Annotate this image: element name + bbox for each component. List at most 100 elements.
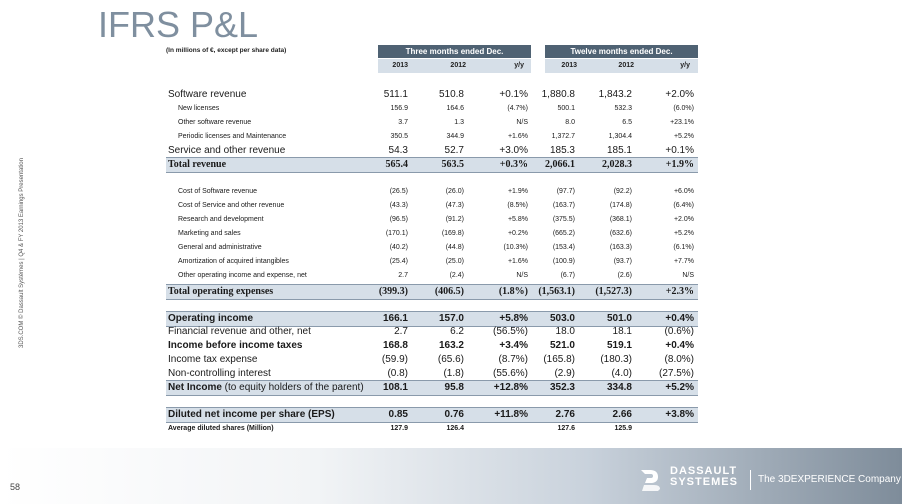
row-value: (97.7) [556, 188, 575, 195]
table-row: General and administrative (40.2) (44.8) (1… [166, 241, 698, 254]
logo-separator [750, 470, 751, 490]
table-row: Research and development (96.5) (91.2) +5.8… [166, 213, 698, 226]
row-label-text: Other software revenue [178, 119, 252, 126]
row-label-text: Total operating expenses [168, 286, 274, 297]
row-label: Total operating expenses [168, 285, 273, 299]
row-value: (174.8) [609, 202, 632, 209]
row-value: (665.2) [552, 230, 575, 237]
row-value: 352.3 [549, 382, 575, 393]
row-value: 2,028.3 [602, 159, 632, 170]
row-value: 166.1 [382, 313, 408, 324]
row-value: (399.3) [378, 286, 408, 297]
row-value: 0.85 [388, 409, 408, 420]
row-value: 18.1 [612, 326, 632, 337]
row-label: Amortization of acquired intangibles [178, 255, 289, 268]
row-value: 127.6 [557, 425, 575, 432]
table-row: Income before income taxes 168.8 163.2 +3.4… [166, 339, 698, 353]
row-label: Total revenue [168, 158, 226, 172]
row-value: 2,066.1 [545, 159, 575, 170]
row-label-text: Average diluted shares (Million) [168, 425, 274, 432]
row-value: 2.7 [394, 326, 408, 337]
row-value: 503.0 [549, 313, 575, 324]
row-label-text: Income before income taxes [168, 340, 303, 351]
table-row: Software revenue 511.1 510.8 +0.1% 1,880.8 1,… [166, 88, 698, 102]
table-row: Amortization of acquired intangibles (25.… [166, 255, 698, 268]
row-value: 8.0 [565, 119, 575, 126]
row-value: +1.9% [507, 188, 528, 195]
row-value: (26.5) [389, 188, 408, 195]
row-value: (163.3) [609, 244, 632, 251]
side-caption: 3DS.COM © Dassault Systèmes | Q4 & FY 20… [19, 158, 25, 348]
table-row: Diluted net income per share (EPS) 0.85 0.… [166, 407, 698, 423]
table-row: Cost of Software revenue (26.5) (26.0) +1.9… [166, 185, 698, 198]
page-title: IFRS P&L [98, 4, 259, 45]
footer-bar [0, 448, 902, 504]
group-header-three-months: Three months ended Dec. [378, 45, 531, 58]
row-value: (43.3) [389, 202, 408, 209]
row-value: (180.3) [600, 354, 632, 365]
row-label-text: Cost of Service and other revenue [178, 202, 285, 209]
row-value: (632.6) [609, 230, 632, 237]
row-label: Software revenue [168, 88, 246, 102]
sub-header-fy-yy: y/y [680, 62, 690, 69]
sub-header-q-2013: 2013 [392, 62, 408, 69]
row-value: +5.8% [499, 313, 528, 324]
logo-tagline: The 3DEXPERIENCE Company [758, 474, 901, 485]
row-value: (375.5) [552, 216, 575, 223]
row-label-text: Cost of Software revenue [178, 188, 257, 195]
row-label-text: Marketing and sales [178, 230, 241, 237]
row-value: (4.7%) [507, 105, 528, 112]
row-value: 565.4 [385, 159, 409, 170]
row-label: Cost of Software revenue [178, 185, 257, 198]
row-label-text: New licenses [178, 105, 220, 112]
row-label: Periodic licenses and Maintenance [178, 130, 286, 143]
row-value: 344.9 [446, 133, 464, 140]
row-value: (27.5%) [658, 368, 694, 379]
row-value: +1.9% [665, 159, 694, 170]
row-value: +5.2% [665, 382, 694, 393]
sub-header-q-2012: 2012 [450, 62, 466, 69]
row-label-suffix: (to equity holders of the parent) [221, 382, 364, 393]
table-row: Service and other revenue 54.3 52.7 +3.0% 18… [166, 144, 698, 158]
row-value: 511.1 [383, 89, 408, 100]
row-value: +0.3% [499, 159, 528, 170]
row-value: 1,880.8 [541, 89, 575, 100]
row-value: +2.3% [665, 286, 694, 297]
row-value: (56.5%) [492, 326, 528, 337]
row-value: 1,843.2 [598, 89, 632, 100]
row-label: Operating income [168, 312, 253, 326]
table-row: Non-controlling interest (0.8) (1.8) (55.6%… [166, 367, 698, 381]
row-value: (92.2) [613, 188, 632, 195]
row-value: (153.4) [552, 244, 575, 251]
row-value: (91.2) [445, 216, 464, 223]
row-label-text: Net Income [168, 382, 222, 393]
row-label: General and administrative [178, 241, 262, 254]
row-value: 54.3 [388, 145, 408, 156]
row-value: 350.5 [390, 133, 408, 140]
row-value: (47.3) [445, 202, 464, 209]
row-value: (2.4) [449, 272, 464, 279]
row-value: (65.6) [437, 354, 464, 365]
row-label-text: Amortization of acquired intangibles [178, 258, 289, 265]
row-label-text: Software revenue [168, 89, 247, 100]
row-value: 6.2 [450, 326, 464, 337]
row-value: +12.8% [493, 382, 528, 393]
row-label: Service and other revenue [168, 144, 285, 158]
row-label: Cost of Service and other revenue [178, 199, 284, 212]
row-label-text: Other operating income and expense, net [178, 272, 307, 279]
company-logo: DASSAULT SYSTEMES The 3DEXPERIENCE Compa… [630, 462, 901, 498]
row-value: (96.5) [389, 216, 408, 223]
row-value: 3.7 [398, 119, 408, 126]
row-label-text: Periodic licenses and Maintenance [178, 133, 287, 140]
row-value: (1.8%) [498, 286, 528, 297]
row-value: 185.3 [549, 145, 575, 156]
table-row: Other operating income and expense, net 2… [166, 269, 698, 282]
row-value: +0.1% [665, 145, 694, 156]
row-value: 125.9 [614, 425, 632, 432]
row-label: New licenses [178, 102, 219, 115]
row-value: 157.0 [438, 313, 464, 324]
row-label-text: Financial revenue and other, net [168, 326, 311, 337]
row-value: 164.6 [446, 105, 464, 112]
row-label: Marketing and sales [178, 227, 241, 240]
row-value: 108.1 [382, 382, 408, 393]
